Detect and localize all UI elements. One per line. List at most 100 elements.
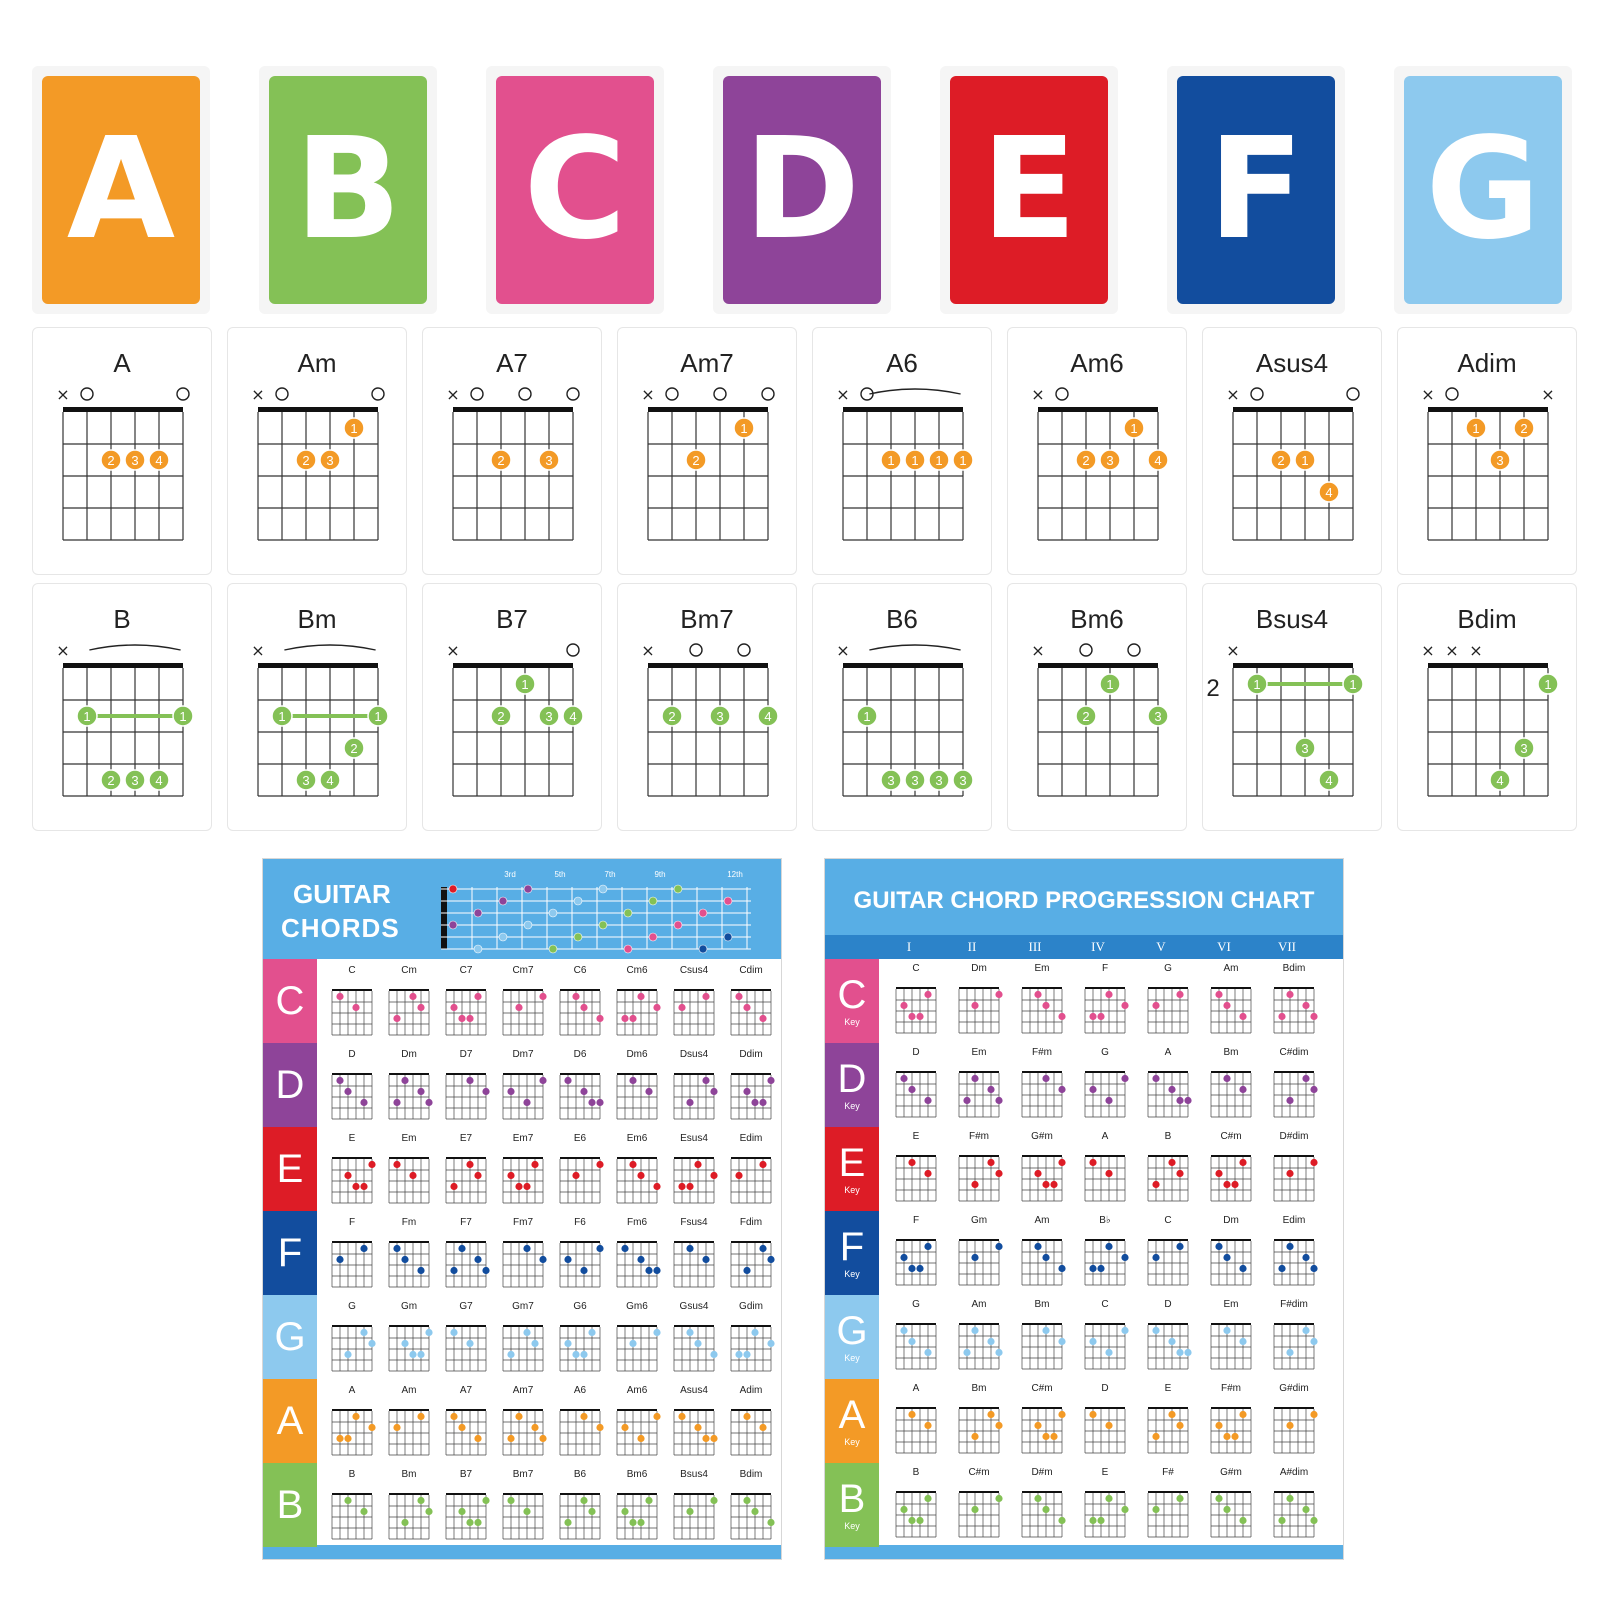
- key-caption: Key: [844, 1101, 860, 1111]
- mini-chord-diagram: [730, 1157, 772, 1204]
- mini-chord-name: E6: [573, 1133, 587, 1144]
- finger-number: 1: [1253, 677, 1260, 692]
- mini-chord-name: D#dim: [1279, 1131, 1309, 1142]
- mini-chord: B: [323, 1469, 381, 1543]
- finger-number: 3: [131, 773, 138, 788]
- chord-name: B7: [496, 604, 528, 634]
- finger-dot: [1310, 1158, 1318, 1167]
- chord-diagram: × 2 3 4: [641, 641, 779, 797]
- finger-dot: [393, 1244, 401, 1253]
- mini-chord-name: A: [1164, 1047, 1172, 1058]
- finger-dot: [767, 1255, 775, 1264]
- finger-dot: [759, 1098, 767, 1107]
- finger-dot: [1042, 1326, 1050, 1335]
- finger-dot: [564, 1255, 572, 1264]
- finger-dot: [995, 1494, 1003, 1503]
- mini-chord-name: A7: [459, 1385, 473, 1396]
- finger-dot: [900, 1001, 908, 1010]
- finger-dot: [1286, 1096, 1294, 1105]
- mini-chord-diagram: [958, 987, 1003, 1034]
- finger-dot: [900, 1253, 908, 1262]
- finger-dot: [963, 1096, 971, 1105]
- finger-dot: [710, 1350, 718, 1359]
- finger-dot: [678, 1003, 686, 1012]
- mini-chord: G#dim: [1265, 1383, 1323, 1457]
- finger-dot: [1184, 1096, 1192, 1105]
- mini-chord-name: Am7: [512, 1385, 534, 1396]
- finger-dot: [596, 1244, 604, 1253]
- mini-chord: E: [1076, 1467, 1134, 1541]
- mini-chord-name: G#dim: [1279, 1383, 1309, 1394]
- key-caption: Key: [844, 1185, 860, 1195]
- mini-chord-name: Fm7: [513, 1217, 533, 1228]
- mini-chord-diagram: [1210, 1155, 1252, 1202]
- finger-dot: [1223, 1180, 1231, 1189]
- finger-dot: [1042, 1074, 1050, 1083]
- finger-dot: [100, 769, 122, 791]
- finger-dot: [425, 1098, 433, 1107]
- note-dot: [523, 884, 533, 894]
- finger-dot: [352, 1182, 360, 1191]
- key-bar-a: A: [263, 1379, 317, 1463]
- mini-chord: Am: [1013, 1215, 1071, 1289]
- mini-chord-diagram: [1273, 1239, 1318, 1286]
- mini-chord-diagram: [1147, 1323, 1192, 1370]
- finger-dot: [409, 992, 417, 1001]
- roman-numeral: V: [1156, 939, 1166, 954]
- mini-chord-diagram: [673, 1073, 718, 1120]
- finger-dot: [653, 1328, 661, 1337]
- mini-chord-diagram: [673, 1325, 718, 1372]
- finger-dot: [1465, 417, 1487, 439]
- mini-chord: Gsus4: [665, 1301, 723, 1375]
- open-string-mark: [1445, 387, 1459, 401]
- finger-dot: [908, 1516, 916, 1525]
- mini-chord-name: Fm: [401, 1217, 417, 1228]
- finger-dot: [295, 449, 317, 471]
- finger-dot: [709, 705, 731, 727]
- finger-dot: [1286, 1348, 1294, 1357]
- finger-dot: [343, 417, 365, 439]
- mini-chord-name: C: [1164, 1215, 1172, 1226]
- key-letter: E: [838, 1141, 866, 1185]
- mini-chord-name: C#m: [968, 1467, 990, 1478]
- mini-chord-name: G7: [459, 1301, 473, 1312]
- muted-string-mark: ×: [1469, 641, 1482, 660]
- finger-dot: [1310, 1516, 1318, 1525]
- note-dot: [623, 908, 633, 918]
- key-caption: Key: [844, 1521, 860, 1531]
- fret-number: 2: [1206, 675, 1219, 702]
- mini-chord-name: Bm6: [626, 1469, 648, 1480]
- finger-dot: [1058, 1516, 1066, 1525]
- finger-dot: [393, 1098, 401, 1107]
- mini-chord-diagram: [673, 1409, 718, 1456]
- mini-chord-name: C#m: [1031, 1383, 1053, 1394]
- finger-dot: [514, 673, 536, 695]
- mini-chord-diagram: [895, 1239, 937, 1286]
- note-dot: [498, 932, 508, 942]
- finger-dot: [621, 1507, 629, 1516]
- finger-dot: [507, 1496, 515, 1505]
- finger-dot: [1231, 1432, 1239, 1441]
- mini-chord-name: Am6: [626, 1385, 648, 1396]
- finger-number: 1: [374, 709, 381, 724]
- chord-diagram: × 1 2 3 4: [1031, 385, 1169, 541]
- finger-dot: [1058, 1012, 1066, 1021]
- mini-chord-diagram: [388, 1157, 430, 1204]
- key-letter: D: [837, 1057, 867, 1101]
- finger-dot: [360, 1098, 368, 1107]
- finger-dot: [995, 1169, 1003, 1178]
- finger-dot: [916, 1012, 924, 1021]
- finger-number: 1: [959, 453, 966, 468]
- finger-dot: [924, 1494, 932, 1503]
- mini-chord-diagram: [730, 1409, 772, 1456]
- finger-dot: [401, 1339, 409, 1348]
- open-string-mark: [470, 387, 484, 401]
- finger-dot: [694, 1160, 702, 1169]
- mini-chord-diagram: [616, 1325, 661, 1372]
- finger-dot: [1513, 737, 1535, 759]
- finger-dot: [466, 1014, 474, 1023]
- finger-dot: [466, 1339, 474, 1348]
- mini-chord-name: D: [1164, 1299, 1172, 1310]
- finger-dot: [1042, 1505, 1050, 1514]
- mini-chord-name: F: [348, 1217, 356, 1228]
